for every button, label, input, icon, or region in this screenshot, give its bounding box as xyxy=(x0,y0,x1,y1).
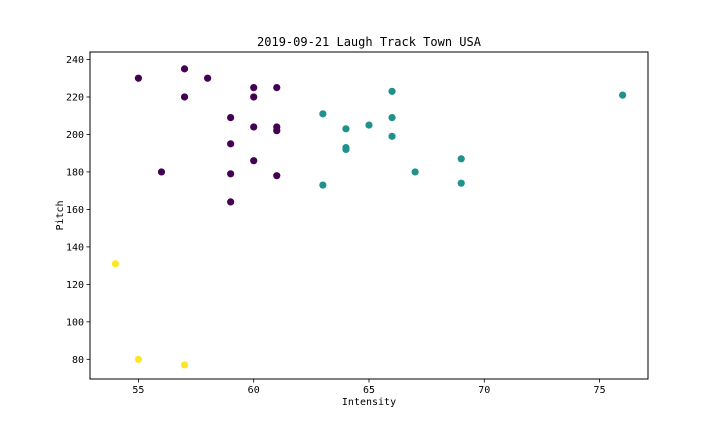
scatter-point xyxy=(319,181,327,189)
y-tick-label: 220 xyxy=(66,92,84,103)
scatter-point xyxy=(227,140,235,148)
scatter-point xyxy=(157,168,166,176)
scatter-point xyxy=(180,361,189,369)
scatter-point xyxy=(204,74,212,82)
scatter-point xyxy=(273,172,281,180)
scatter-point xyxy=(319,110,327,118)
y-tick-label: 80 xyxy=(72,355,84,366)
x-tick-label: 75 xyxy=(594,385,606,396)
scatter-point xyxy=(227,113,235,122)
scatter-point xyxy=(273,127,281,135)
points-layer xyxy=(111,65,627,369)
scatter-point xyxy=(250,123,258,131)
scatter-point xyxy=(134,74,143,82)
y-tick-label: 180 xyxy=(66,167,84,178)
scatter-point xyxy=(457,179,465,187)
x-axis-ticks: 55 60 65 70 75 xyxy=(132,379,606,396)
scatter-point xyxy=(250,93,258,101)
x-tick-label: 65 xyxy=(363,385,375,396)
scatter-point xyxy=(273,84,281,92)
scatter-point xyxy=(388,113,396,122)
scatter-point xyxy=(457,155,465,163)
scatter-point xyxy=(180,65,189,73)
x-tick-label: 55 xyxy=(132,385,144,396)
scatter-point xyxy=(134,355,143,363)
scatter-point xyxy=(388,132,396,140)
y-tick-label: 240 xyxy=(66,55,84,66)
y-tick-label: 120 xyxy=(66,280,84,291)
x-tick-label: 70 xyxy=(478,385,490,396)
chart-title: 2019-09-21 Laugh Track Town USA xyxy=(257,35,482,49)
scatter-point xyxy=(227,198,235,206)
y-tick-label: 200 xyxy=(66,130,84,141)
scatter-point xyxy=(388,87,396,95)
scatter-point xyxy=(619,91,627,99)
scatter-point xyxy=(342,145,350,154)
scatter-point xyxy=(411,168,419,176)
scatter-point xyxy=(365,121,373,129)
y-axis-ticks: 80 100 120 140 160 180 200 220 240 xyxy=(66,55,90,366)
y-axis-label: Pitch xyxy=(55,200,66,230)
scatter-point xyxy=(111,260,119,268)
scatter-point xyxy=(227,170,235,178)
scatter-point xyxy=(250,157,258,165)
y-tick-label: 140 xyxy=(66,242,84,253)
y-tick-label: 100 xyxy=(66,317,84,328)
x-axis-label: Intensity xyxy=(342,397,396,408)
scatter-point xyxy=(342,125,350,133)
y-tick-label: 160 xyxy=(66,205,84,216)
scatter-point xyxy=(180,93,189,101)
scatter-point xyxy=(250,84,258,92)
x-tick-label: 60 xyxy=(248,385,260,396)
